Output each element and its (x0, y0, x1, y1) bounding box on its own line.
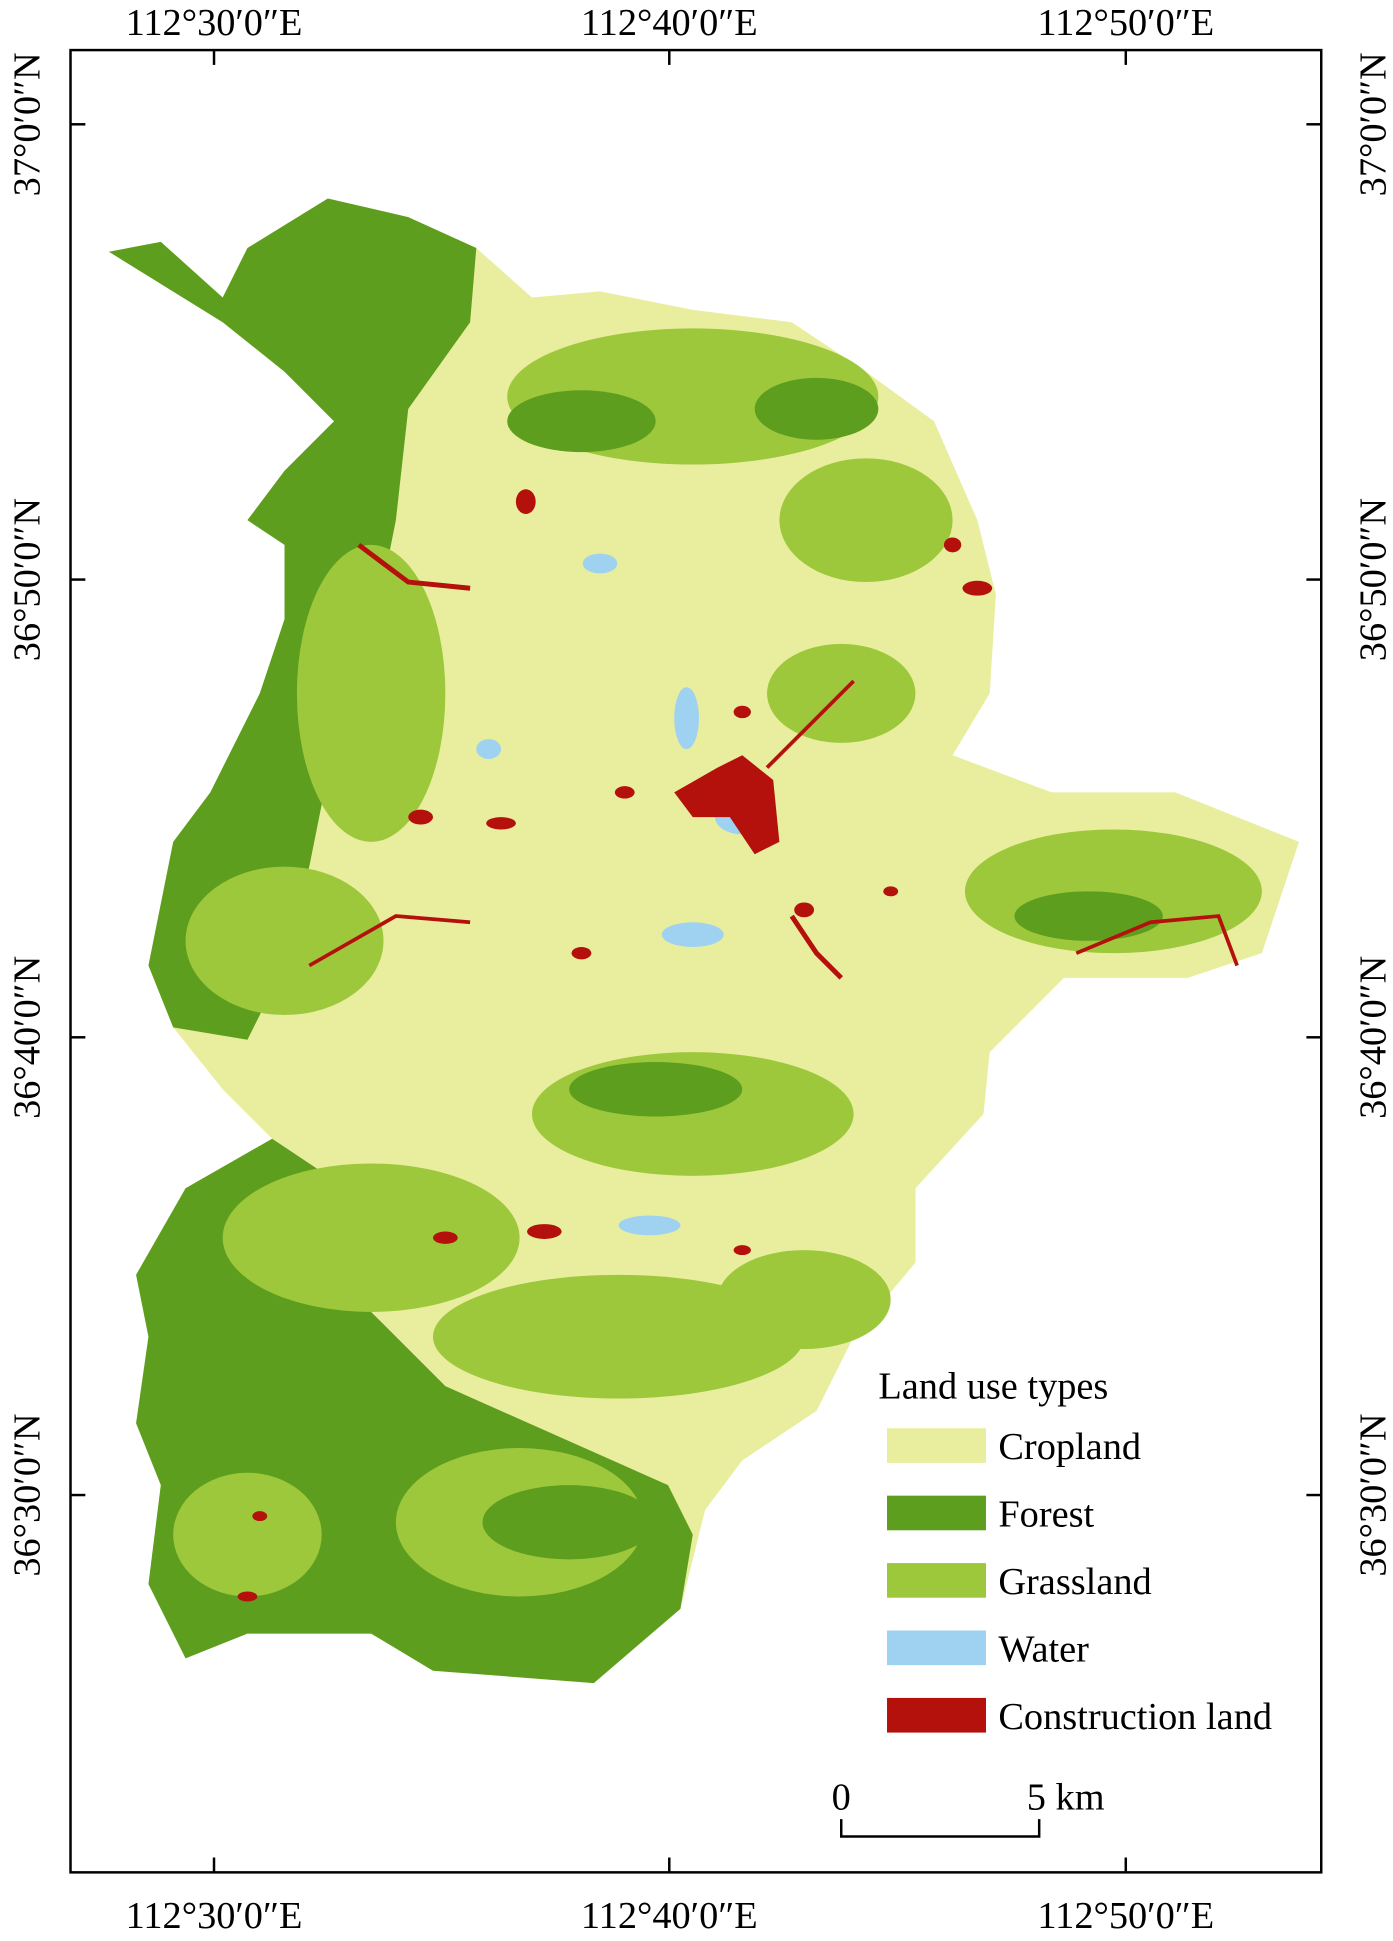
right-label: 37°0′0″N (1353, 52, 1393, 196)
right-label: 36°40′0″N (1353, 956, 1393, 1119)
construction-land (237, 489, 1239, 1602)
legend-swatch (887, 1495, 986, 1531)
legend: Land use types Cropland Forest Grassland Wa… (878, 1366, 1272, 1738)
top-label: 112°40′0″E (581, 2, 758, 44)
right-label: 36°30′0″N (1353, 1413, 1393, 1576)
left-label: 36°50′0″N (7, 498, 49, 661)
bottom-label: 112°40′0″E (581, 1895, 758, 1937)
scale-line (840, 1819, 1041, 1838)
legend-swatch (887, 1563, 986, 1598)
legend-label: Cropland (998, 1426, 1141, 1468)
top-label: 112°50′0″E (1037, 2, 1214, 44)
left-label: 37°0′0″N (7, 52, 49, 196)
legend-title: Land use types (878, 1366, 1108, 1408)
right-label: 36°50′0″N (1353, 498, 1393, 661)
graticule-labels: 112°30′0″E 112°40′0″E 112°50′0″E 112°30′0″E… (7, 2, 1393, 1937)
scale-bar: 0 5 km (832, 1776, 1105, 1838)
legend-swatch (887, 1697, 986, 1733)
scale-label: 0 (832, 1776, 851, 1818)
top-label: 112°30′0″E (126, 2, 303, 44)
forest-area (108, 198, 477, 1040)
legend-label: Forest (998, 1494, 1094, 1536)
left-label: 36°40′0″N (7, 956, 49, 1119)
legend-label: Construction land (998, 1696, 1272, 1738)
bottom-label: 112°50′0″E (1037, 1895, 1214, 1937)
legend-swatch (887, 1630, 986, 1666)
legend-swatch (887, 1428, 986, 1463)
legend-label: Water (998, 1628, 1089, 1670)
forest-patches (482, 377, 1163, 1560)
study-area (108, 198, 1299, 1684)
left-label: 36°30′0″N (7, 1413, 49, 1576)
bottom-label: 112°30′0″E (126, 1895, 303, 1937)
legend-label: Grassland (998, 1561, 1151, 1603)
scale-label: 5 km (1027, 1776, 1105, 1818)
